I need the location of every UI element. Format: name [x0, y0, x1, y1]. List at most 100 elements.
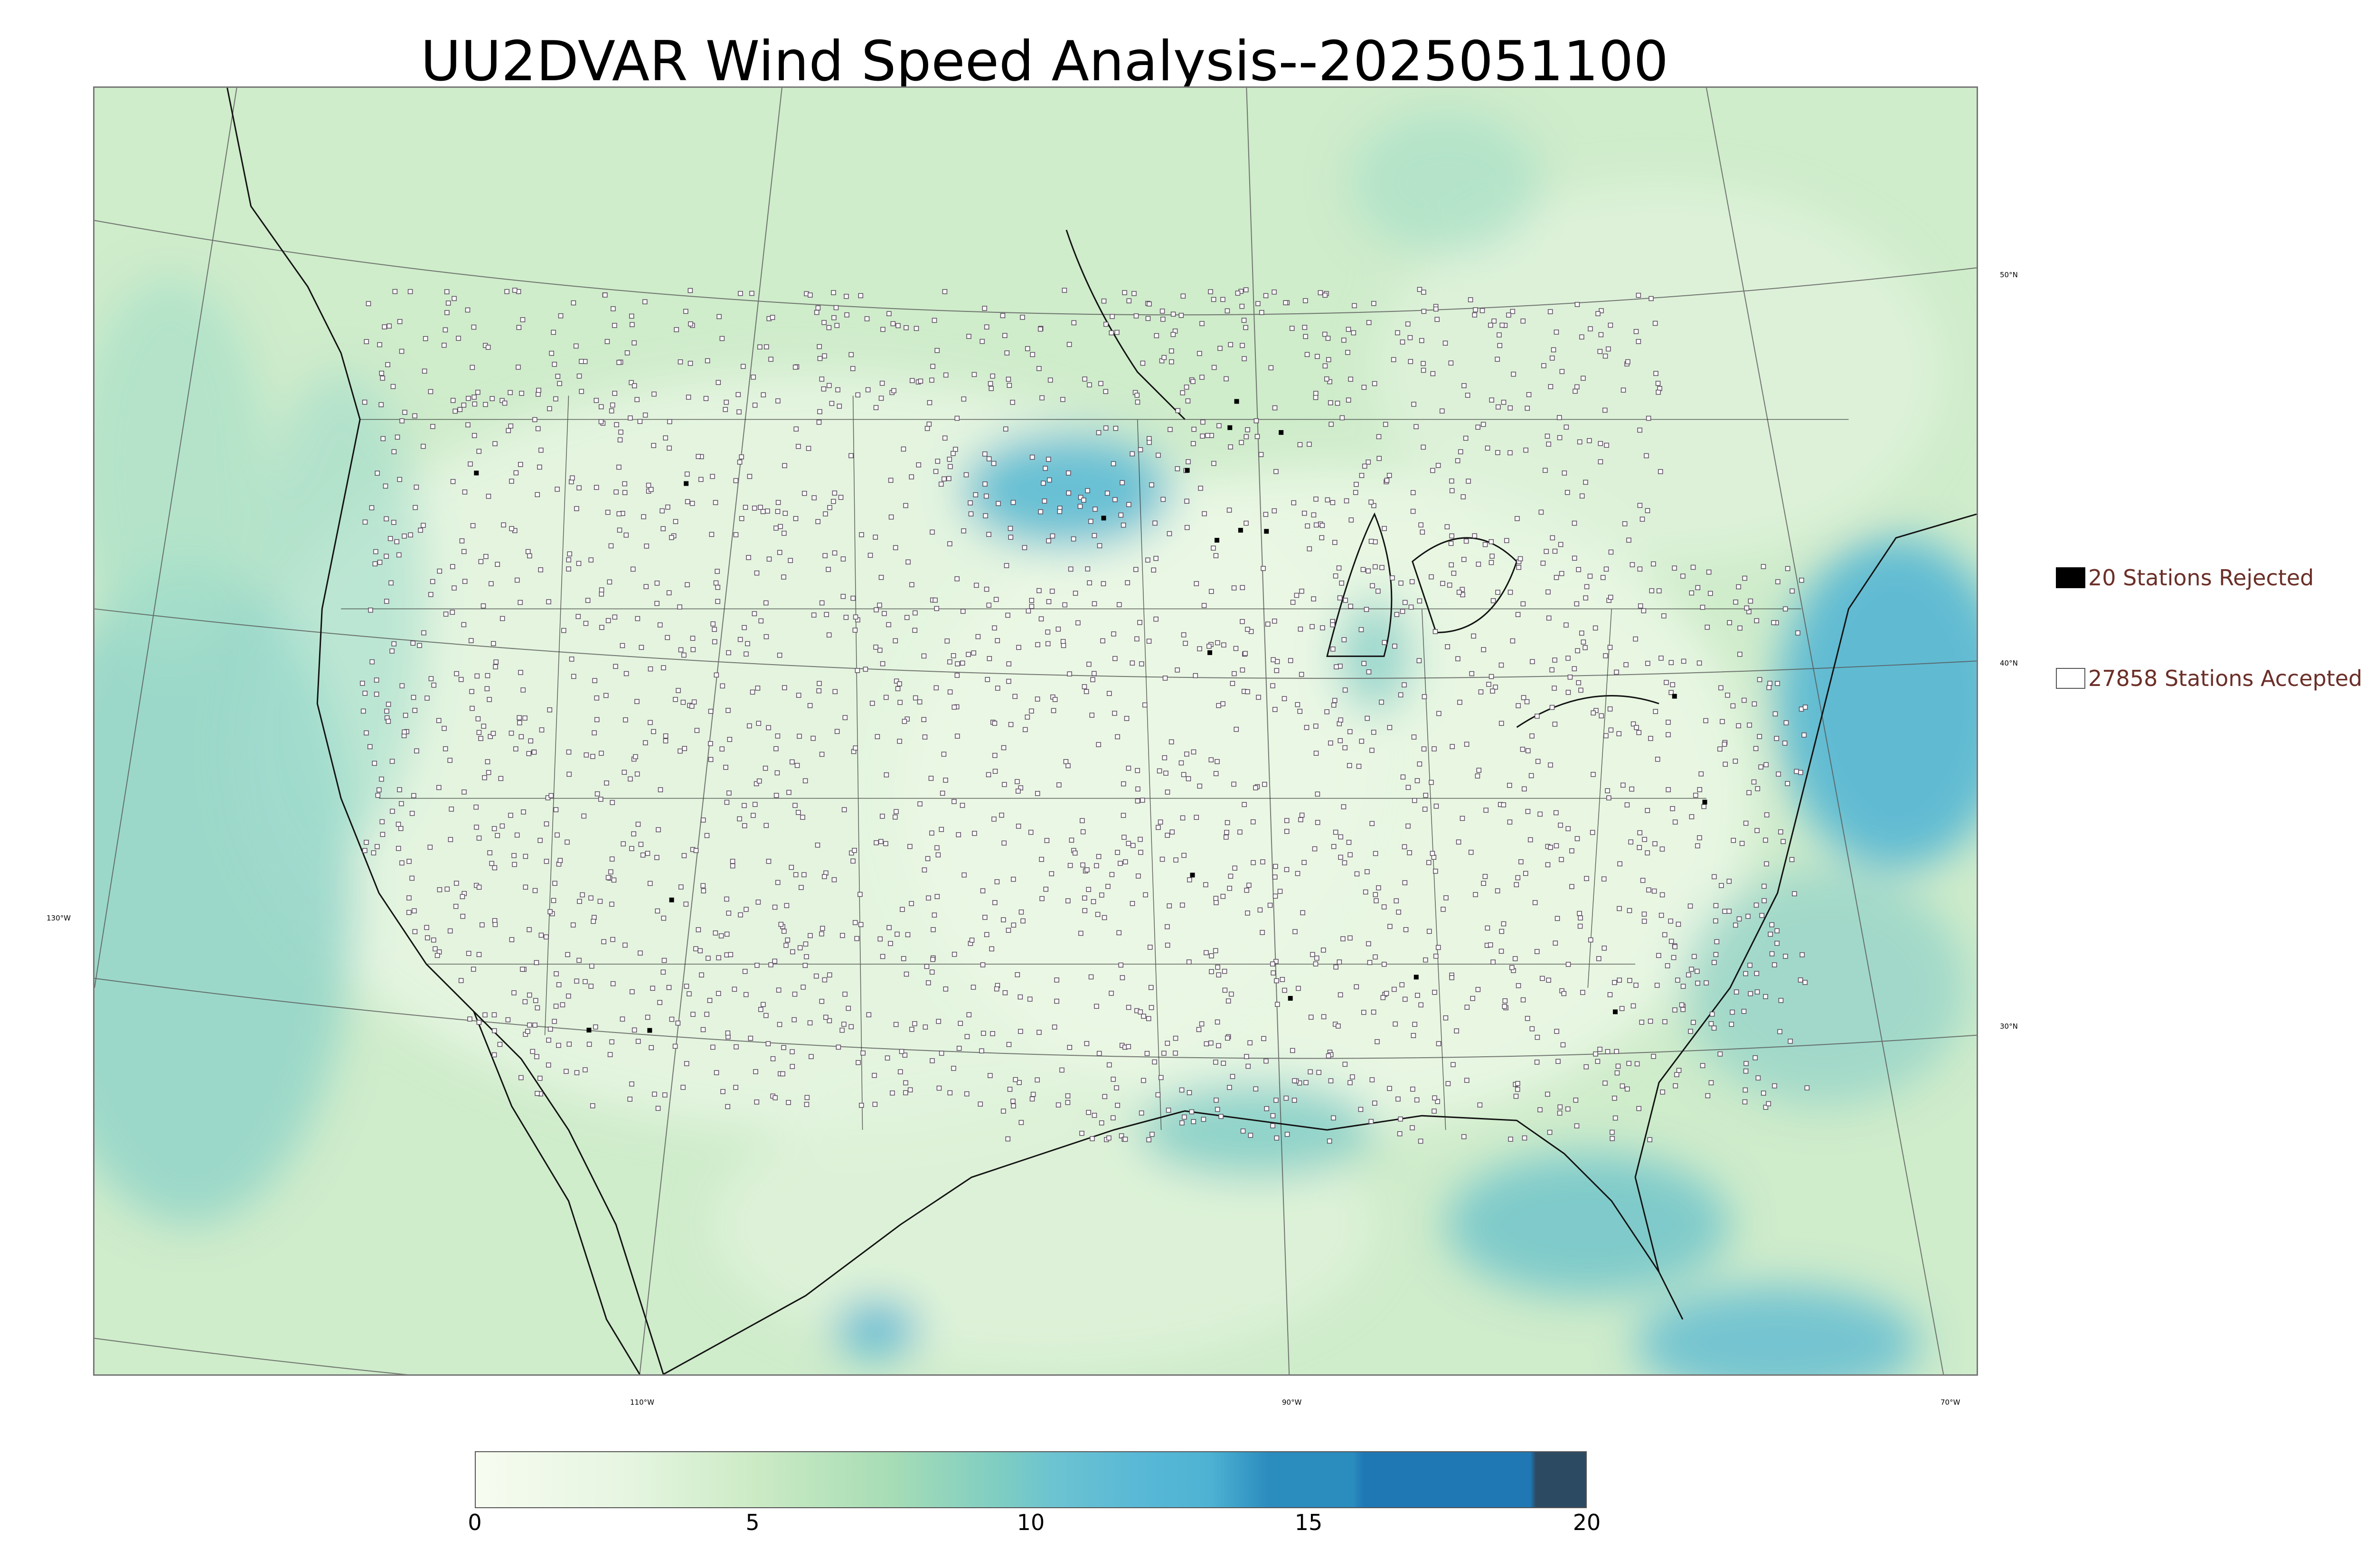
station-accepted: [1135, 786, 1140, 792]
station-accepted: [476, 952, 482, 957]
station-accepted: [1430, 371, 1436, 376]
station-accepted: [793, 872, 799, 877]
station-accepted: [1295, 702, 1300, 707]
station-accepted: [1776, 771, 1781, 777]
station-accepted: [844, 293, 849, 299]
station-accepted: [608, 543, 614, 549]
station-accepted: [785, 937, 791, 943]
station-accepted: [768, 962, 773, 967]
station-accepted: [1436, 711, 1441, 716]
station-accepted: [469, 689, 474, 695]
station-accepted: [954, 673, 960, 678]
station-accepted: [1603, 653, 1608, 658]
station-accepted: [1104, 490, 1110, 496]
station-accepted: [1520, 318, 1526, 324]
station-accepted: [850, 366, 856, 371]
station-accepted: [1625, 359, 1630, 365]
station-accepted: [984, 493, 989, 499]
station-accepted: [1071, 536, 1076, 542]
station-accepted: [886, 925, 892, 930]
station-accepted: [1711, 960, 1717, 965]
station-accepted: [878, 839, 884, 844]
station-accepted: [800, 815, 805, 820]
station-accepted: [444, 289, 450, 294]
station-accepted: [1602, 945, 1607, 951]
station-accepted: [1590, 830, 1595, 835]
station-accepted: [951, 1066, 956, 1071]
station-accepted: [874, 840, 879, 845]
station-accepted: [1134, 393, 1140, 398]
station-accepted: [1713, 952, 1719, 957]
station-accepted: [1569, 884, 1574, 889]
station-accepted: [630, 989, 635, 995]
station-accepted: [926, 422, 932, 427]
station-accepted: [1346, 840, 1352, 845]
station-accepted: [462, 579, 468, 584]
station-accepted: [1346, 327, 1351, 332]
station-accepted: [816, 420, 822, 425]
station-accepted: [452, 296, 457, 301]
station-accepted: [1360, 567, 1366, 572]
station-accepted: [472, 401, 478, 407]
station-accepted: [974, 582, 979, 588]
station-accepted: [1067, 1045, 1073, 1050]
station-accepted: [841, 1022, 847, 1027]
station-accepted: [620, 643, 625, 648]
station-accepted: [1086, 887, 1091, 892]
station-accepted: [1141, 1014, 1146, 1019]
station-accepted: [1169, 348, 1174, 354]
station-accepted: [1502, 998, 1508, 1004]
station-accepted: [1648, 1018, 1653, 1024]
station-accepted: [1118, 962, 1123, 968]
station-accepted: [720, 683, 725, 689]
station-accepted: [1617, 906, 1622, 911]
station-accepted: [964, 1034, 970, 1039]
station-accepted: [1241, 318, 1247, 323]
station-accepted: [1224, 376, 1229, 382]
station-accepted: [495, 833, 500, 838]
lat-label-40n: 40°N: [2000, 659, 2018, 667]
station-accepted: [590, 754, 595, 759]
station-accepted: [1209, 969, 1214, 975]
station-accepted: [802, 778, 808, 784]
map-panel[interactable]: [93, 86, 1978, 1376]
station-accepted: [1754, 971, 1760, 976]
station-accepted: [1037, 326, 1043, 332]
station-accepted: [1535, 1034, 1540, 1040]
station-accepted: [1443, 1015, 1449, 1021]
station-accepted: [1620, 782, 1626, 788]
station-accepted: [1126, 1044, 1131, 1049]
station-accepted: [509, 731, 514, 736]
station-accepted: [1743, 1068, 1749, 1074]
station-accepted: [1029, 708, 1034, 714]
station-accepted: [553, 807, 559, 812]
station-accepted: [1638, 603, 1643, 609]
station-accepted: [1668, 660, 1674, 665]
station-accepted: [436, 785, 442, 790]
station-accepted: [1029, 598, 1035, 603]
station-accepted: [450, 479, 456, 484]
station-accepted: [1225, 308, 1230, 314]
station-accepted: [1202, 511, 1207, 516]
station-accepted: [612, 323, 617, 328]
station-accepted: [1658, 912, 1664, 918]
station-accepted: [408, 532, 413, 538]
station-accepted: [1085, 566, 1091, 572]
station-accepted: [1579, 630, 1584, 636]
station-accepted: [1134, 636, 1140, 642]
station-accepted: [1695, 968, 1700, 974]
station-accepted: [786, 789, 791, 795]
station-accepted: [1725, 693, 1730, 698]
station-accepted: [1645, 661, 1650, 666]
station-accepted: [724, 931, 730, 937]
station-rejected: [1185, 468, 1190, 473]
station-accepted: [597, 899, 603, 904]
station-accepted: [1799, 577, 1804, 583]
station-accepted: [978, 1101, 983, 1107]
station-accepted: [930, 957, 935, 962]
station-rejected: [1190, 873, 1195, 878]
station-accepted: [1433, 803, 1439, 809]
station-accepted: [1509, 965, 1515, 970]
station-accepted: [1515, 875, 1521, 881]
station-accepted: [1499, 929, 1504, 934]
